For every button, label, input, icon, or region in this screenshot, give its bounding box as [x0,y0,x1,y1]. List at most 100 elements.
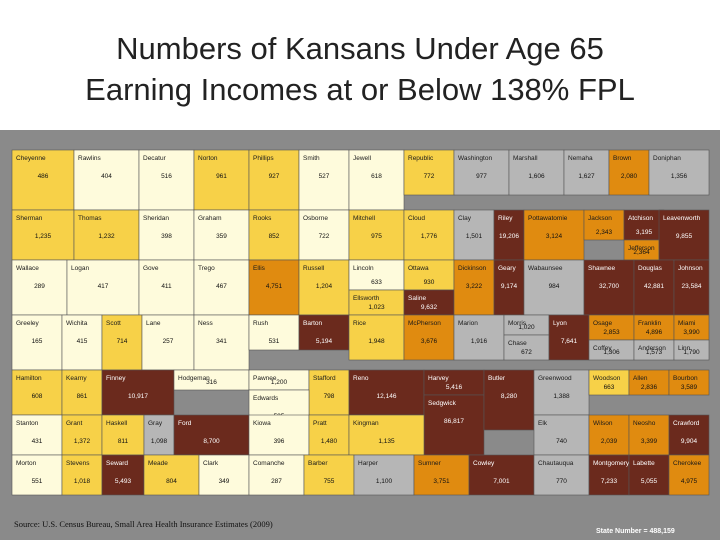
county-elk: Elk 740 [533,414,590,456]
county-shape [628,414,670,456]
county-value: 3,124 [546,233,563,240]
county-shape [673,314,710,341]
county-name: Osage [593,320,613,327]
county-value: 2,364 [633,249,650,256]
county-clark: Clark 349 [198,454,250,496]
county-montgomery: Montgomery 7,233 [588,454,630,496]
county-shape [193,314,250,371]
county-shape [588,314,635,341]
county-chautauqua: Chautauqua 770 [533,454,590,496]
county-name: Cowley [473,460,495,467]
county-value: 9,855 [676,233,693,240]
county-wabaunsee: Wabaunsee 984 [523,259,585,316]
county-saline: Saline 9,632 [403,289,455,316]
county-value: 3,676 [421,338,438,345]
county-value: 4,975 [681,478,698,485]
county-value: 5,194 [316,338,333,345]
county-name: Kearny [66,375,87,382]
county-name: Stanton [16,420,39,427]
county-shape [588,414,630,456]
county-name: Graham [198,215,221,222]
county-name: Edwards [253,395,279,402]
county-shape [298,314,350,351]
county-wallace: Wallace 289 [11,259,68,316]
county-shape [658,209,710,261]
county-shape [668,369,710,396]
county-value: 852 [269,233,280,240]
county-value: 1,135 [378,438,395,445]
county-name: Meade [148,460,168,467]
county-name: Geary [498,265,516,272]
county-wichita: Wichita 415 [61,314,103,371]
county-name: Ellsworth [353,295,380,302]
county-value: 8,280 [501,393,518,400]
county-shape [308,369,350,416]
county-value: 2,343 [596,229,613,236]
county-shape [628,454,670,496]
county-barber: Barber 755 [303,454,355,496]
county-name: Anderson [638,345,666,352]
county-shape [348,259,405,291]
county-ottawa: Ottawa 930 [403,259,455,291]
county-shape [403,314,455,361]
county-name: Linn [678,345,691,352]
county-nemaha: Nemaha 1,627 [563,149,610,196]
county-name: Chase [508,340,527,347]
county-stafford: Stafford 798 [308,369,350,416]
county-value: 165 [32,338,43,345]
county-value: 4,751 [266,283,283,290]
county-value: 9,174 [501,283,518,290]
county-name: Pottawatomie [528,215,568,222]
county-value: 23,584 [682,283,702,290]
county-osage: Osage 2,853 [588,314,635,341]
county-norton: Norton 961 [193,149,250,211]
county-name: Scott [106,320,121,327]
county-name: Barber [308,460,328,467]
county-value: 415 [77,338,88,345]
county-shape [61,454,103,496]
county-name: Ford [178,420,192,427]
county-name: Harvey [428,375,449,382]
county-value: 608 [32,393,43,400]
county-name: Jackson [588,215,612,222]
county-jackson: Jackson 2,343 [583,209,625,241]
county-sumner: Sumner 3,751 [413,454,470,496]
county-shape [453,149,510,196]
county-shape [11,369,63,416]
county-name: Crawford [673,420,700,427]
county-value: 9,632 [421,304,438,311]
county-value: 811 [118,438,129,445]
county-logan: Logan 417 [66,259,140,316]
county-shape [101,369,175,416]
county-shape [73,209,140,261]
county-value: 663 [604,384,615,391]
county-allen: Allen 2,836 [628,369,670,396]
county-shape [668,414,710,456]
county-leavenworth: Leavenworth 9,855 [658,209,710,261]
county-value: 1,232 [98,233,115,240]
county-bourbon: Bourbon 3,589 [668,369,710,396]
county-trego: Trego 467 [193,259,250,316]
county-kearny: Kearny 861 [61,369,103,416]
county-name: Logan [71,265,89,272]
county-value: 861 [77,393,88,400]
county-value: 3,222 [466,283,483,290]
county-doniphan: Doniphan 1,356 [648,149,710,196]
county-douglas: Douglas 42,881 [633,259,675,316]
county-value: 961 [216,173,227,180]
county-shape [248,149,300,211]
county-value: 7,641 [561,338,578,345]
county-name: Butler [488,375,506,382]
county-name: Comanche [253,460,285,467]
county-value: 417 [98,283,109,290]
county-shape [508,149,565,196]
county-name: Gray [148,420,163,427]
county-value: 316 [206,379,217,386]
county-name: Norton [198,155,218,162]
county-value: 12,146 [377,393,397,400]
county-value: 1,916 [471,338,488,345]
county-name: Wabaunsee [528,265,563,272]
county-name: Wichita [66,320,88,327]
